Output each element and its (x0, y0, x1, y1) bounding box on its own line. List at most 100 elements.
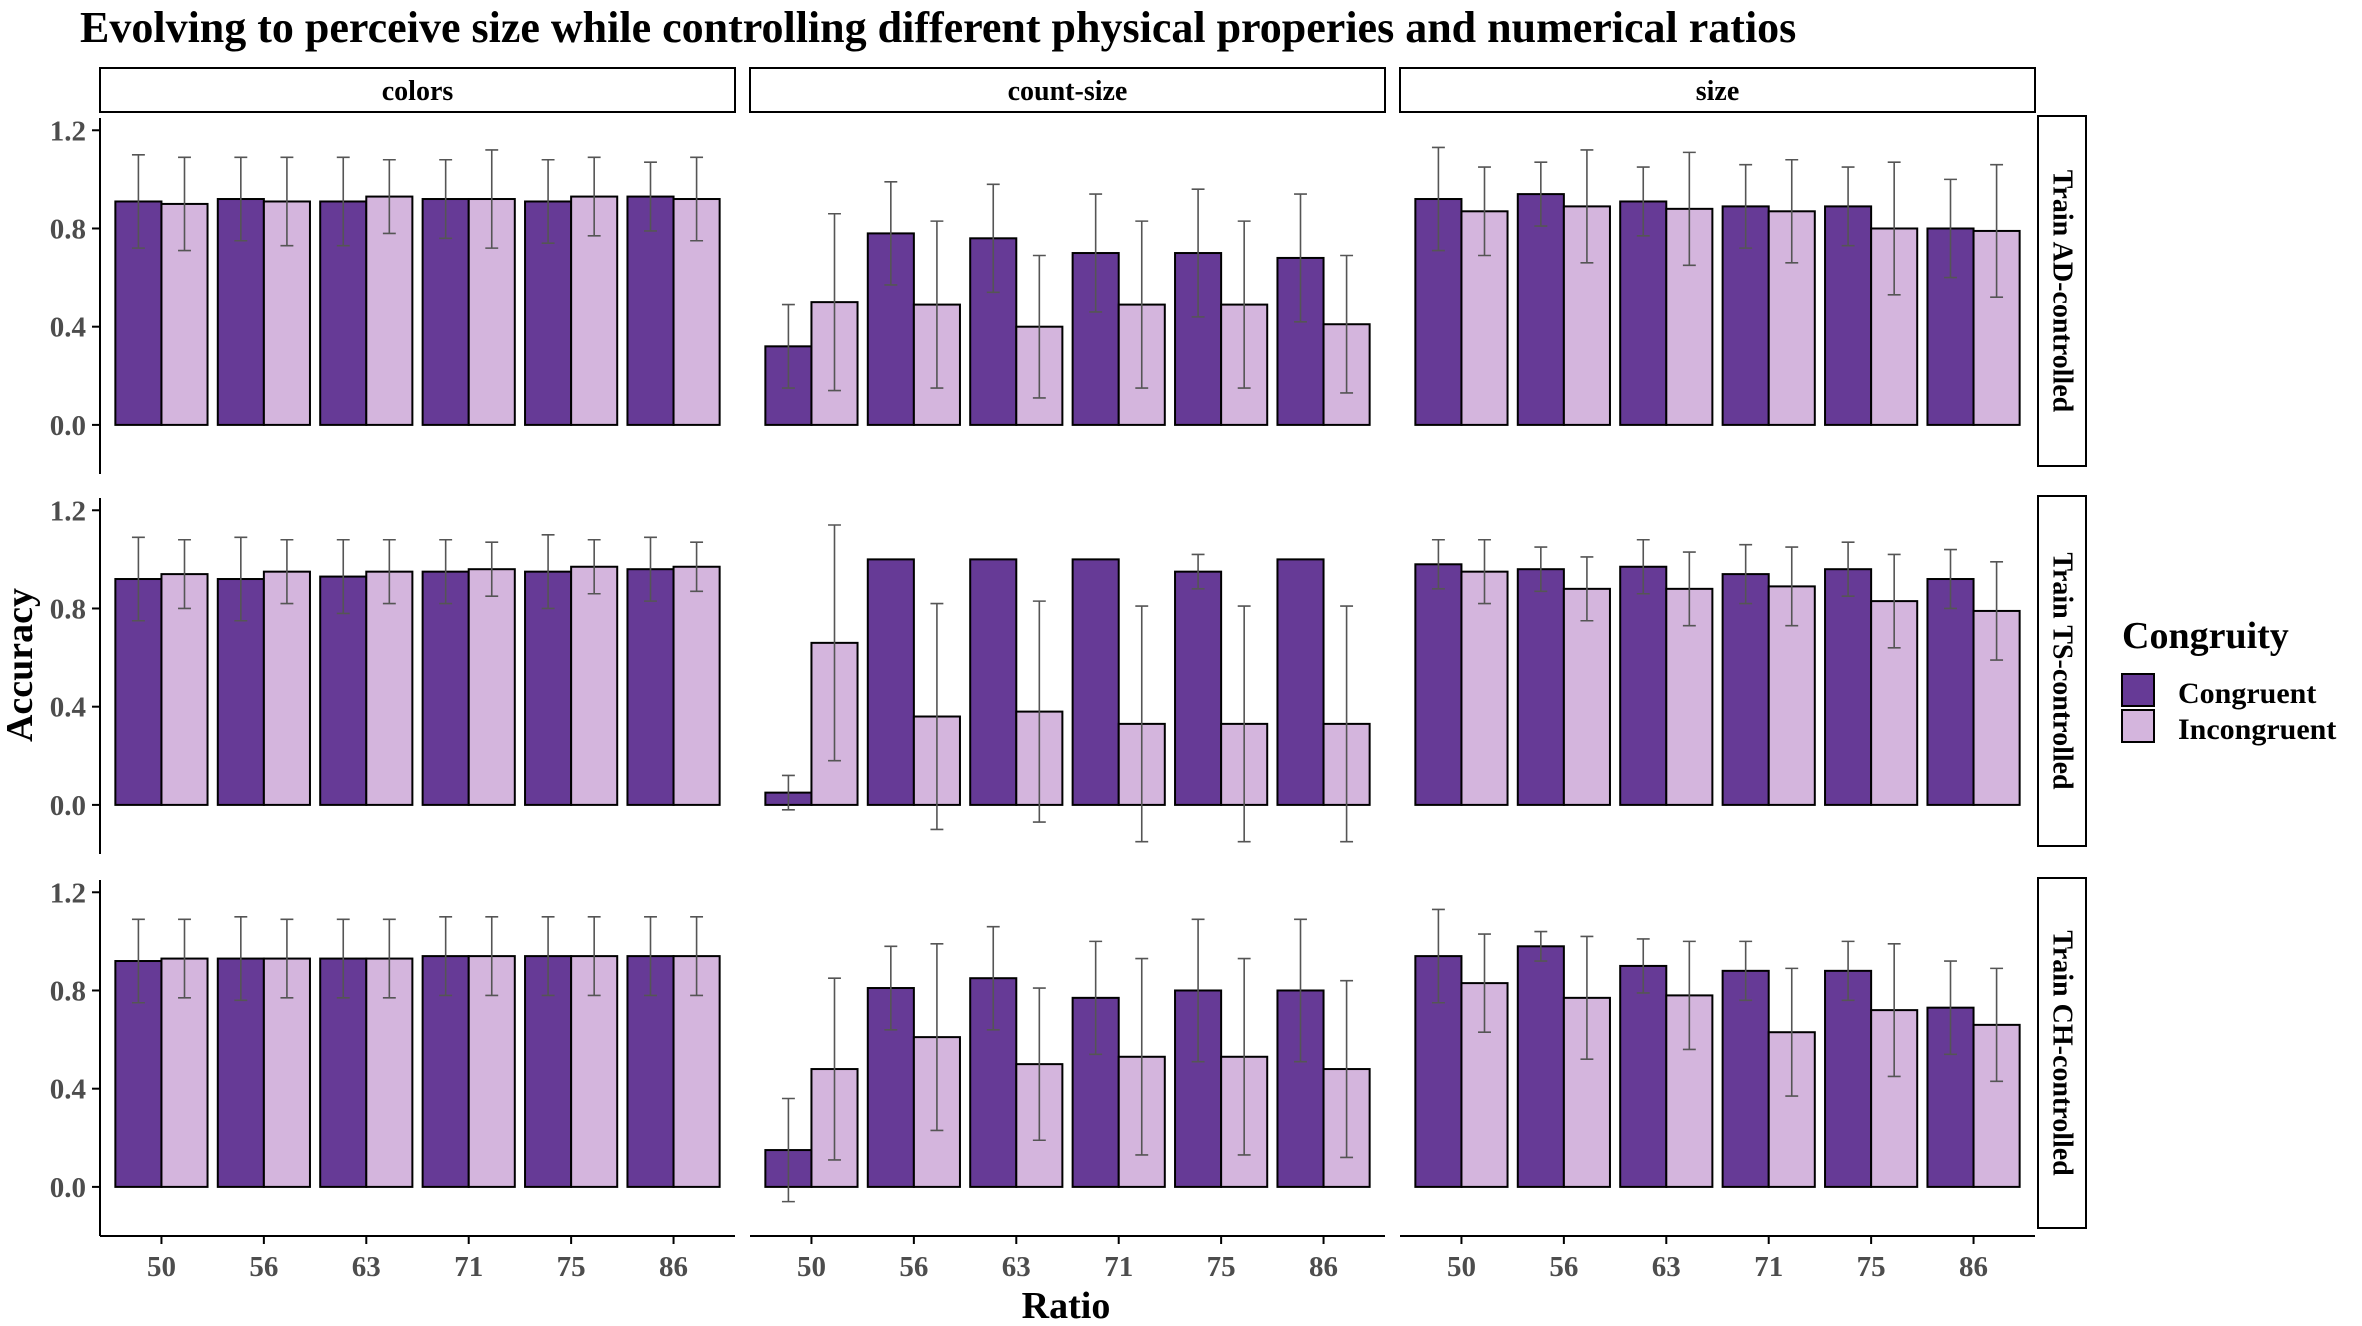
error-bar-incongruent (1785, 158, 1799, 264)
error-bar-incongruent (930, 220, 944, 389)
facet-strip-size (1399, 67, 2036, 113)
error-bar-congruent (541, 534, 555, 610)
error-bar-congruent (131, 536, 145, 622)
error-bar-incongruent (587, 538, 601, 595)
bar-congruent (1276, 558, 1325, 806)
error-bar-congruent (884, 181, 898, 286)
bar-congruent (1516, 945, 1565, 1188)
error-bar-incongruent (1990, 163, 2004, 299)
x-tick-label: 71 (1754, 1251, 1783, 1283)
facet-strip-label: count-size (1008, 76, 1128, 107)
facet-row-label: Train AD-controlled (2047, 170, 2078, 413)
error-bar-incongruent (1580, 149, 1594, 264)
error-bar-congruent (234, 536, 248, 622)
y-axis-title: Accuracy (0, 588, 41, 742)
x-tick-label: 71 (454, 1251, 483, 1283)
error-bar-congruent (1841, 940, 1855, 1002)
error-bar-incongruent (1135, 220, 1149, 389)
error-bar-congruent (541, 916, 555, 997)
error-bar-congruent (541, 158, 555, 245)
x-tick-label: 75 (557, 1251, 586, 1283)
bar-congruent (1619, 565, 1668, 806)
error-bar-congruent (336, 156, 350, 247)
facet-row-label: Train TS-controlled (2047, 552, 2078, 790)
bar-incongruent (672, 565, 721, 806)
error-bar-congruent (986, 183, 1000, 294)
error-bar-congruent (1431, 146, 1445, 252)
error-bar-incongruent (280, 918, 294, 999)
legend-label-congruent: Congruent (2178, 677, 2316, 710)
error-bar-incongruent (1887, 553, 1901, 649)
y-tick-label: 0.4 (50, 312, 86, 344)
error-bar-incongruent (1887, 943, 1901, 1078)
facet-row-strip (2037, 495, 2087, 847)
y-tick-label: 0.8 (50, 593, 86, 625)
x-tick-label: 63 (1652, 1251, 1681, 1283)
error-bar-incongruent (1032, 254, 1046, 399)
error-bar-congruent (439, 538, 453, 605)
y-tick-label: 0.0 (50, 1172, 86, 1204)
bar-congruent (1071, 558, 1120, 806)
error-bar-incongruent (828, 524, 841, 762)
error-bar-incongruent (1682, 940, 1696, 1051)
bar-congruent (1516, 568, 1565, 806)
bar-incongruent (160, 573, 209, 806)
error-bar-incongruent (1340, 254, 1354, 394)
error-bar-congruent (644, 536, 657, 602)
bar-congruent (1619, 964, 1668, 1188)
error-bar-incongruent (1682, 551, 1696, 627)
error-bar-congruent (1739, 543, 1753, 605)
x-tick-label: 86 (659, 1251, 688, 1283)
error-bar-incongruent (930, 943, 944, 1132)
error-bar-congruent (781, 774, 795, 811)
error-bar-congruent (1636, 538, 1650, 595)
error-bar-incongruent (485, 916, 499, 997)
bar-congruent (421, 570, 470, 806)
y-tick-label: 1.2 (50, 877, 86, 909)
error-bar-incongruent (587, 916, 601, 997)
y-tick-label: 0.4 (50, 692, 86, 724)
bar-incongruent (1460, 570, 1509, 806)
error-bar-incongruent (1340, 605, 1354, 843)
x-tick-label: 75 (1857, 1251, 1886, 1283)
error-bar-incongruent (485, 541, 499, 598)
bar-congruent (1516, 193, 1565, 426)
y-tick-label: 1.2 (50, 115, 86, 147)
bar-incongruent (262, 570, 311, 806)
error-bar-congruent (1841, 541, 1855, 598)
error-bar-congruent (234, 916, 248, 1002)
error-bar-incongruent (1135, 957, 1149, 1156)
error-bar-incongruent (1478, 166, 1491, 257)
legend-label-incongruent: Incongruent (2178, 713, 2336, 746)
error-bar-congruent (439, 158, 453, 240)
x-tick-label: 86 (1959, 1251, 1988, 1283)
error-bar-incongruent (382, 538, 396, 605)
y-tick-label: 0.8 (50, 213, 86, 245)
error-bar-incongruent (178, 918, 191, 999)
x-tick-label: 63 (1002, 1251, 1031, 1283)
error-bar-incongruent (1785, 546, 1799, 627)
error-bar-incongruent (587, 156, 601, 237)
error-bar-congruent (1191, 918, 1205, 1063)
x-tick-label: 71 (1104, 1251, 1133, 1283)
error-bar-incongruent (1887, 161, 1901, 296)
facet-strip-label: colors (382, 76, 454, 107)
error-bar-incongruent (690, 156, 704, 242)
error-bar-congruent (1191, 553, 1205, 590)
error-bar-congruent (336, 918, 350, 999)
x-tick-label: 50 (147, 1251, 176, 1283)
error-bar-incongruent (690, 541, 704, 593)
error-bar-congruent (336, 538, 350, 615)
error-bar-incongruent (1340, 979, 1354, 1159)
facet-strip-count-size (749, 67, 1386, 113)
error-bar-congruent (986, 925, 1000, 1031)
bar-congruent (319, 575, 368, 806)
bar-congruent (1174, 570, 1223, 806)
bar-congruent (866, 558, 915, 806)
error-bar-congruent (1431, 538, 1445, 590)
error-bar-incongruent (1237, 220, 1251, 389)
error-bar-incongruent (1990, 561, 2004, 661)
error-bar-congruent (1636, 938, 1650, 994)
bar-incongruent (467, 568, 516, 806)
x-tick-label: 56 (1549, 1251, 1578, 1283)
